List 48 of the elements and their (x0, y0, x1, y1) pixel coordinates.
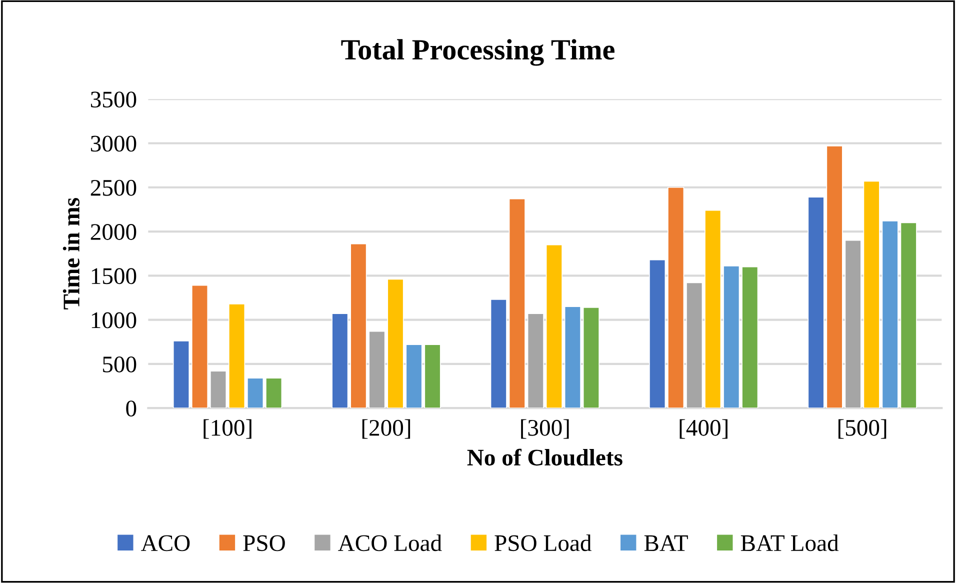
bar (582, 307, 600, 408)
x-tick-label: [100] (204, 419, 252, 439)
legend-label: ACO (141, 535, 190, 552)
bar (527, 313, 544, 408)
bar (882, 220, 898, 408)
bar (564, 306, 581, 408)
bar (723, 266, 740, 408)
bar (808, 196, 824, 408)
bar (900, 222, 917, 408)
bar (508, 198, 526, 408)
y-tick-label: 2500 (90, 180, 136, 196)
bar (546, 244, 562, 408)
bar (863, 180, 880, 408)
bar (649, 259, 666, 408)
y-tick-label: 500 (103, 356, 136, 372)
bar (191, 284, 208, 408)
bar (247, 378, 264, 408)
x-tick-label: [500] (838, 419, 886, 439)
y-tick-label: 1500 (92, 268, 136, 284)
bar (490, 299, 507, 408)
y-tick-label: 3500 (90, 92, 136, 108)
x-tick-label: [400] (680, 419, 728, 439)
x-tick-label: [300] (521, 419, 569, 439)
bar (844, 240, 862, 408)
chart-title: Total Processing Time (341, 39, 614, 66)
legend-label: PSO (243, 535, 285, 552)
y-axis-title: Time in ms (62, 198, 80, 310)
bar (742, 266, 758, 408)
bar (332, 313, 348, 408)
bar (172, 340, 190, 408)
x-tick-label: [200] (362, 419, 410, 439)
y-tick-label: 2000 (90, 224, 136, 240)
y-tick-label: 3000 (90, 136, 136, 152)
bar (668, 186, 684, 408)
bar (704, 210, 722, 408)
y-tick-label: 1000 (92, 312, 136, 328)
bar (210, 370, 227, 408)
x-axis-title: No of Cloudlets (467, 448, 622, 466)
legend-label: ACO Load (338, 534, 442, 552)
legend-label: BAT Load (740, 534, 839, 552)
bar (266, 378, 282, 408)
legend-label: BAT (644, 535, 688, 551)
y-tick-label: 0 (126, 400, 136, 417)
bar (826, 145, 843, 408)
bar (350, 243, 367, 408)
legend-label: PSO Load (494, 534, 592, 552)
bar (686, 282, 703, 408)
bar (228, 304, 246, 408)
